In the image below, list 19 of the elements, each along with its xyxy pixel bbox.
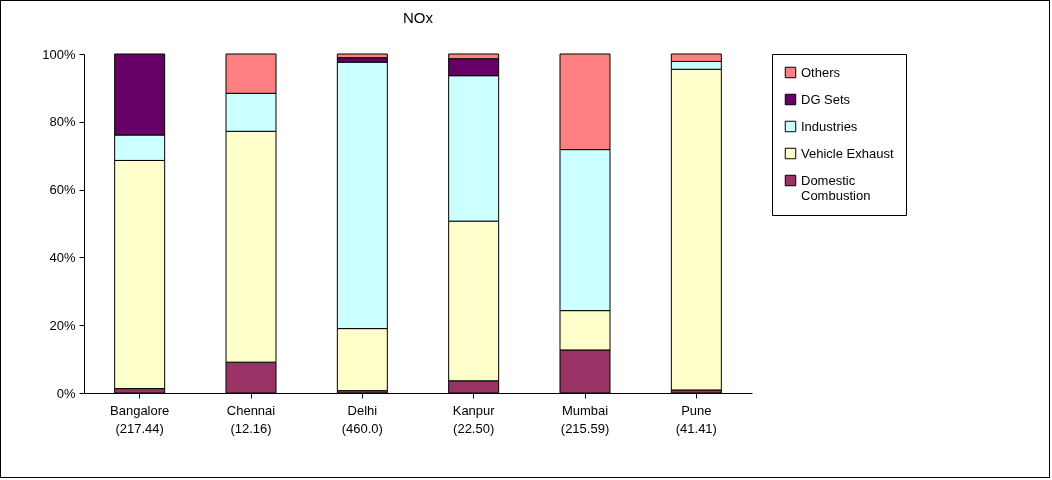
y-tick-label: 20% (49, 317, 76, 333)
legend-label: Vehicle Exhaust (801, 145, 894, 161)
x-tick-label: Chennai (12.16) (226, 402, 276, 436)
y-tick-label: 60% (49, 182, 76, 198)
legend-label: DG Sets (801, 91, 851, 107)
y-tick-label: 80% (49, 114, 76, 130)
chart-title: NOx (403, 9, 434, 26)
x-tick-label: Delhi (460.0) (341, 402, 383, 436)
y-tick-label: 0% (56, 385, 76, 401)
x-tick-label: Kanpur (22.50) (452, 402, 496, 436)
x-tick-label: Pune (41.41) (675, 402, 717, 436)
x-tick-label: Bangalore (217.44) (110, 402, 170, 436)
y-tick-label: 100% (42, 46, 76, 62)
legend-label: Others (801, 64, 841, 80)
y-tick-label: 40% (49, 249, 76, 265)
legend-label: Domestic Combustion (801, 172, 871, 203)
bar (336, 53, 388, 59)
x-tick-label: Mumbai (215.59) (560, 402, 610, 436)
legend-label: Industries (801, 118, 858, 134)
